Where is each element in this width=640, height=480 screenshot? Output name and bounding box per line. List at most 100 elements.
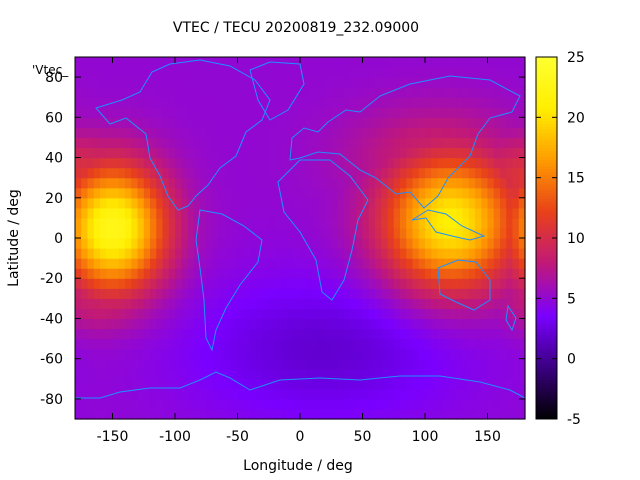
heatmap-cell (331, 147, 339, 159)
heatmap-cell (468, 137, 476, 149)
heatmap-cell (425, 67, 432, 78)
heatmap-cell (106, 248, 114, 259)
heatmap-cell (200, 328, 207, 340)
heatmap-cell (212, 227, 220, 239)
colorbar-swatch (536, 102, 557, 106)
heatmap-cell (393, 368, 401, 380)
heatmap-cell (418, 157, 426, 169)
heatmap-cell (518, 107, 526, 118)
heatmap-cell (400, 117, 407, 128)
heatmap-cell (262, 248, 270, 259)
heatmap-cell (156, 308, 164, 320)
heatmap-cell (118, 378, 126, 390)
heatmap-cell (118, 308, 126, 320)
heatmap-cell (293, 117, 301, 128)
heatmap-cell (225, 268, 232, 279)
heatmap-cell (337, 248, 345, 259)
heatmap-cell (125, 258, 132, 269)
heatmap-cell (156, 87, 164, 98)
colorbar-swatch (536, 370, 557, 375)
heatmap-cell (300, 137, 307, 149)
heatmap-cell (300, 87, 307, 98)
heatmap-cell (168, 378, 176, 390)
heatmap-cell (112, 318, 120, 330)
heatmap-cell (193, 67, 201, 78)
heatmap-cell (456, 338, 464, 350)
colorbar-swatch (536, 69, 557, 73)
heatmap-cell (156, 358, 164, 370)
heatmap-cell (468, 398, 476, 410)
heatmap-cell (268, 318, 276, 330)
heatmap-cell (112, 398, 120, 410)
heatmap-cell (518, 147, 526, 159)
heatmap-cell (500, 227, 507, 239)
colorbar-swatch (536, 319, 557, 323)
heatmap-cell (225, 398, 232, 410)
heatmap-cell (81, 57, 89, 68)
heatmap-cell (187, 268, 195, 279)
heatmap-cell (456, 348, 464, 360)
heatmap-cell (418, 77, 426, 88)
heatmap-cell (131, 288, 139, 299)
heatmap-cell (406, 318, 414, 330)
heatmap-cell (193, 87, 201, 98)
heatmap-cell (412, 127, 420, 139)
heatmap-cell (181, 187, 189, 199)
heatmap-cell (106, 97, 114, 108)
heatmap-cell (156, 187, 164, 199)
heatmap-cell (106, 368, 114, 380)
heatmap-cell (425, 258, 432, 269)
heatmap-cell (350, 368, 357, 380)
heatmap-cell (193, 97, 201, 108)
heatmap-cell (168, 187, 176, 199)
heatmap-cell (437, 308, 445, 320)
heatmap-cell (393, 97, 401, 108)
heatmap-cell (387, 57, 395, 68)
heatmap-cell (331, 328, 339, 340)
heatmap-cell (468, 328, 476, 340)
colorbar-swatch (536, 307, 557, 311)
heatmap-cell (106, 268, 114, 279)
heatmap-cell (362, 127, 370, 139)
heatmap-cell (250, 278, 257, 289)
heatmap-cell (143, 288, 151, 299)
heatmap-cell (268, 388, 276, 400)
heatmap-cell (175, 328, 182, 340)
colorbar-swatch (536, 394, 557, 399)
heatmap-cell (243, 217, 251, 229)
heatmap-cell (387, 77, 395, 88)
heatmap-cell (431, 298, 439, 309)
heatmap-cell (468, 238, 476, 249)
heatmap-cell (212, 278, 220, 289)
heatmap-cell (412, 408, 420, 420)
heatmap-cell (350, 348, 357, 360)
heatmap-cell (300, 268, 307, 279)
heatmap-cell (431, 77, 439, 88)
heatmap-cell (512, 187, 520, 199)
heatmap-cell (275, 197, 282, 209)
heatmap-cell (100, 278, 107, 289)
heatmap-cell (387, 137, 395, 149)
heatmap-cell (275, 117, 282, 128)
heatmap-cell (175, 348, 182, 360)
heatmap-cell (218, 137, 226, 149)
heatmap-cell (375, 157, 382, 169)
heatmap-cell (500, 308, 507, 320)
heatmap-cell (393, 288, 401, 299)
heatmap-cell (400, 97, 407, 108)
heatmap-cell (75, 348, 82, 360)
heatmap-cell (75, 368, 82, 380)
colorbar-tick-label: 10 (567, 231, 585, 247)
colorbar-swatch (536, 228, 557, 233)
heatmap-cell (175, 278, 182, 289)
heatmap-cell (325, 227, 332, 239)
heatmap-cell (256, 77, 264, 88)
heatmap-cell (243, 167, 251, 179)
heatmap-cell (468, 278, 476, 289)
heatmap-cell (225, 408, 232, 420)
heatmap-cell (106, 147, 114, 159)
heatmap-cell (337, 87, 345, 98)
heatmap-cell (387, 288, 395, 299)
heatmap-cell (175, 187, 182, 199)
heatmap-cell (287, 338, 295, 350)
